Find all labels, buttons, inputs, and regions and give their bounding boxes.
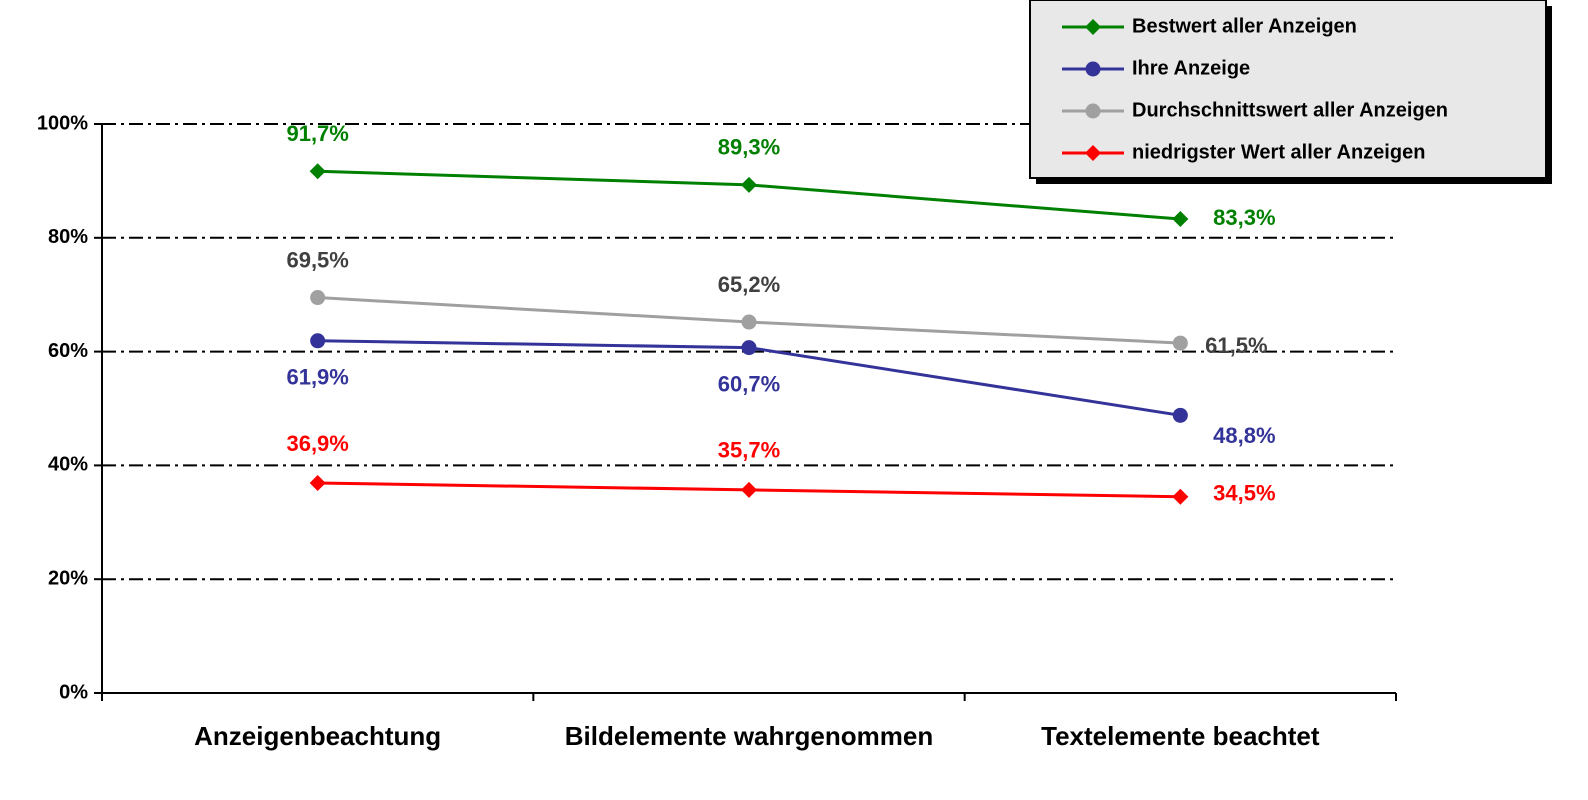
legend-label: Durchschnittswert aller Anzeigen xyxy=(1132,99,1448,121)
marker xyxy=(310,290,326,306)
data-label: 65,2% xyxy=(718,272,780,297)
data-label: 35,7% xyxy=(718,438,780,463)
marker xyxy=(309,163,326,180)
y-tick-label: 0% xyxy=(59,681,88,703)
legend xyxy=(1029,0,1547,179)
data-label: 83,3% xyxy=(1213,205,1275,230)
marker xyxy=(741,314,757,330)
data-label: 69,5% xyxy=(286,247,348,272)
y-tick-label: 20% xyxy=(48,567,88,589)
legend-label: Bestwert aller Anzeigen xyxy=(1132,15,1357,37)
legend-marker xyxy=(1085,103,1101,119)
legend-label: niedrigster Wert aller Anzeigen xyxy=(1132,141,1425,163)
legend-label: Ihre Anzeige xyxy=(1132,57,1250,79)
data-label: 36,9% xyxy=(286,431,348,456)
y-tick-label: 100% xyxy=(37,112,88,134)
data-label: 34,5% xyxy=(1213,481,1275,506)
marker xyxy=(741,481,757,498)
legend-marker xyxy=(1085,19,1101,35)
data-label: 91,7% xyxy=(286,121,348,146)
marker xyxy=(1172,407,1188,423)
marker xyxy=(1172,335,1188,351)
marker xyxy=(310,333,326,349)
marker xyxy=(741,340,757,356)
marker xyxy=(1172,211,1189,228)
x-tick-label: Anzeigenbeachtung xyxy=(194,721,442,751)
y-tick-label: 40% xyxy=(48,454,88,476)
data-label: 89,3% xyxy=(718,135,780,160)
data-label: 60,7% xyxy=(718,371,780,396)
y-tick-label: 80% xyxy=(48,226,88,248)
x-tick-label: Bildelemente wahrgenommen xyxy=(564,721,934,751)
x-tick-label: Textelemente beachtet xyxy=(1041,721,1320,751)
y-tick-label: 60% xyxy=(48,340,88,362)
data-label: 48,8% xyxy=(1213,423,1275,448)
data-label: 61,9% xyxy=(286,365,348,390)
legend-marker xyxy=(1085,61,1101,77)
data-label: 61,5% xyxy=(1205,333,1267,358)
marker xyxy=(309,475,326,492)
marker xyxy=(1172,488,1189,505)
marker xyxy=(741,176,757,193)
legend-marker xyxy=(1085,145,1101,161)
